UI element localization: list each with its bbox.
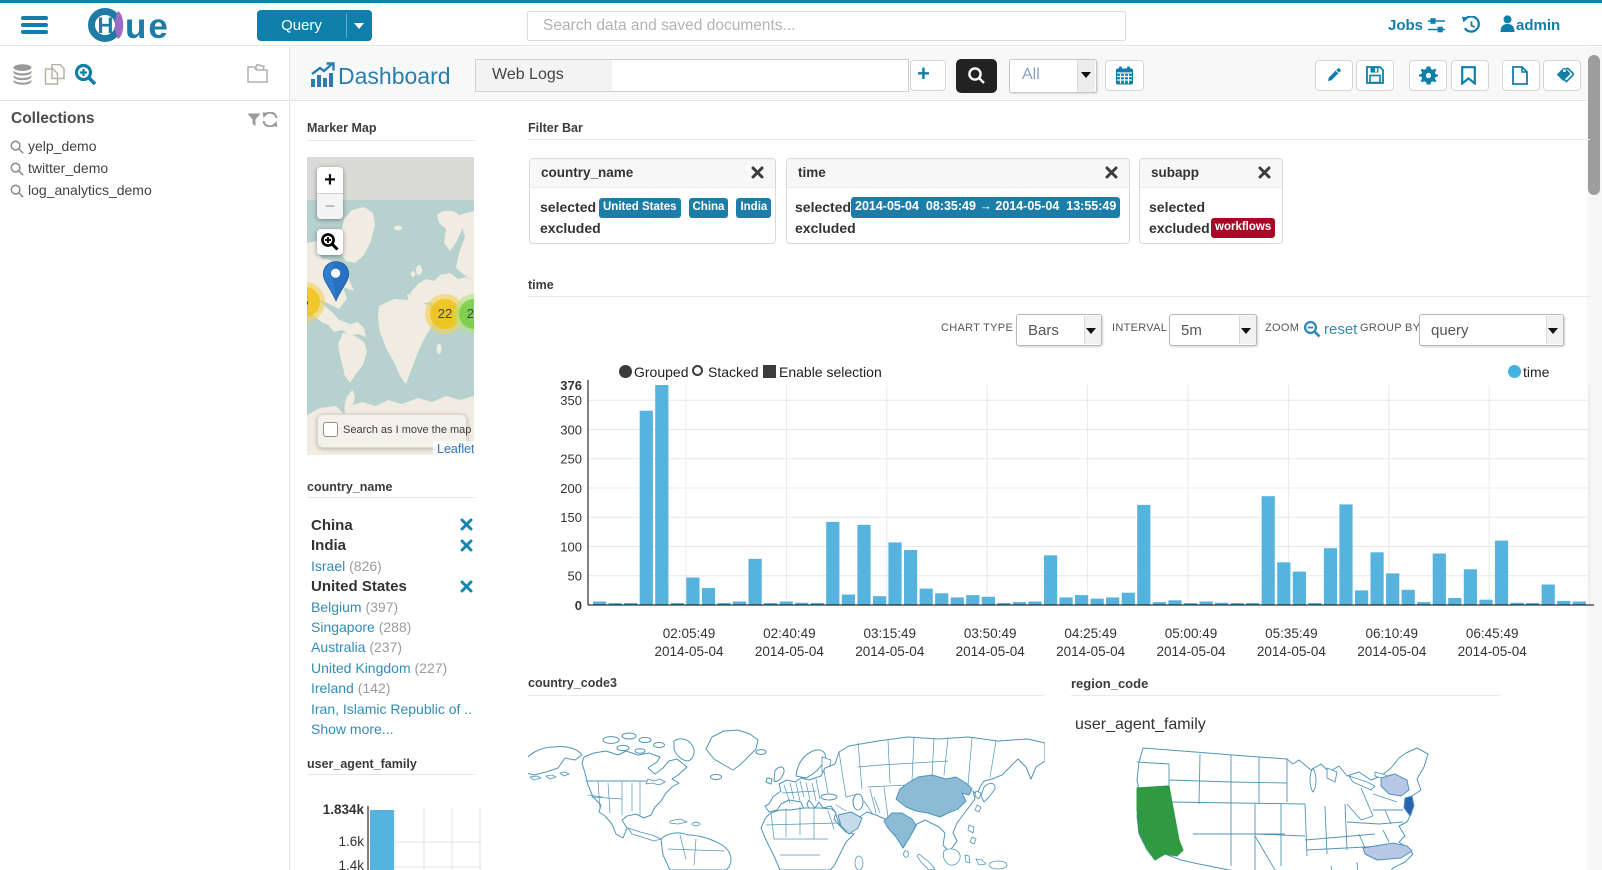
svg-text:03:15:49: 03:15:49 (864, 626, 917, 641)
svg-text:2014-05-04: 2014-05-04 (855, 644, 925, 659)
svg-text:350: 350 (560, 393, 582, 408)
svg-text:376: 376 (560, 378, 582, 393)
svg-text:50: 50 (568, 569, 582, 584)
svg-text:ue: ue (125, 7, 170, 43)
svg-text:2014-05-04: 2014-05-04 (1156, 644, 1226, 659)
svg-text:1.834k: 1.834k (323, 802, 365, 817)
svg-text:2014-05-04: 2014-05-04 (1458, 644, 1528, 659)
svg-text:H: H (98, 13, 114, 38)
svg-text:1.4k: 1.4k (338, 858, 364, 870)
svg-text:06:10:49: 06:10:49 (1366, 626, 1419, 641)
svg-text:2014-05-04: 2014-05-04 (654, 644, 724, 659)
svg-text:200: 200 (560, 481, 582, 496)
svg-text:2014-05-04: 2014-05-04 (1056, 644, 1126, 659)
svg-text:300: 300 (560, 423, 582, 438)
svg-text:05:00:49: 05:00:49 (1165, 626, 1218, 641)
svg-text:06:45:49: 06:45:49 (1466, 626, 1519, 641)
svg-text:05:35:49: 05:35:49 (1265, 626, 1318, 641)
svg-text:250: 250 (560, 452, 582, 467)
svg-text:02:40:49: 02:40:49 (763, 626, 816, 641)
svg-text:0: 0 (575, 598, 582, 613)
svg-text:2014-05-04: 2014-05-04 (1257, 644, 1327, 659)
svg-text:1.6k: 1.6k (338, 834, 364, 849)
svg-text:100: 100 (560, 540, 582, 555)
svg-text:150: 150 (560, 510, 582, 525)
svg-text:2014-05-04: 2014-05-04 (755, 644, 825, 659)
svg-text:02:05:49: 02:05:49 (663, 626, 716, 641)
svg-text:2014-05-04: 2014-05-04 (1357, 644, 1427, 659)
svg-text:04:25:49: 04:25:49 (1064, 626, 1117, 641)
svg-text:03:50:49: 03:50:49 (964, 626, 1017, 641)
svg-text:2014-05-04: 2014-05-04 (956, 644, 1026, 659)
